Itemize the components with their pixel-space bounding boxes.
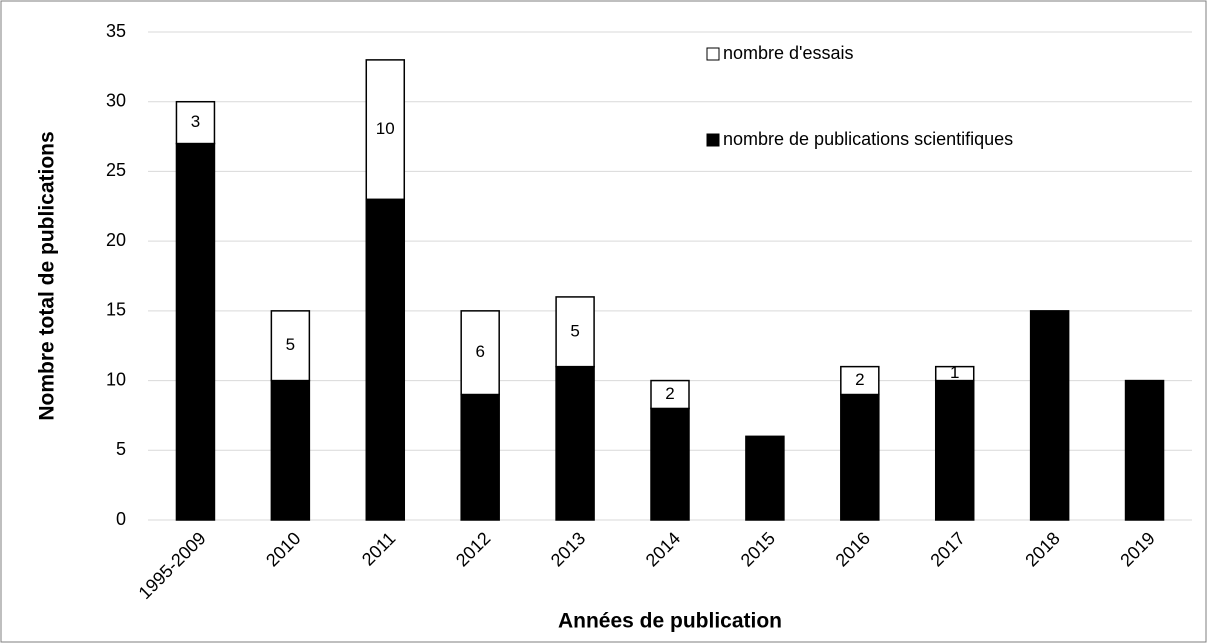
legend-label: nombre de publications scientifiques <box>723 129 1013 149</box>
data-label: 1 <box>950 363 959 382</box>
bar-segment <box>650 407 690 521</box>
y-tick-label: 10 <box>106 369 126 389</box>
y-tick-label: 15 <box>106 300 126 320</box>
bar-segment <box>840 365 880 396</box>
y-axis-title: Nombre total de publications <box>36 131 59 420</box>
bar-segment <box>270 379 311 521</box>
bar-segment <box>840 393 880 521</box>
legend-label: nombre d'essais <box>723 43 854 63</box>
bar-segment <box>175 142 216 521</box>
bar-segment <box>650 379 690 410</box>
bar-segment <box>460 393 500 521</box>
legend-swatch <box>706 47 720 61</box>
y-tick-label: 0 <box>116 509 126 529</box>
bar-segment <box>270 310 311 382</box>
data-label: 6 <box>475 342 484 361</box>
bar-segment <box>555 365 595 521</box>
data-label: 10 <box>376 119 395 138</box>
bar-segment <box>365 198 406 521</box>
data-label: 3 <box>191 112 200 131</box>
bar-segment <box>934 365 975 382</box>
bar-segment <box>745 435 785 521</box>
x-axis-title: Années de publication <box>558 610 782 633</box>
y-tick-label: 5 <box>116 439 126 459</box>
bar-segment <box>460 310 500 396</box>
y-tick-label: 20 <box>106 230 126 250</box>
bar-segment <box>1029 310 1070 521</box>
bar-segment <box>555 296 595 368</box>
data-label: 2 <box>855 370 864 389</box>
data-label: 2 <box>665 384 674 403</box>
y-tick-label: 35 <box>106 21 126 41</box>
y-tick-label: 30 <box>106 90 126 110</box>
bar-segment <box>365 59 406 201</box>
data-label: 5 <box>570 321 579 340</box>
bar-segment <box>1124 379 1165 521</box>
y-tick-label: 25 <box>106 160 126 180</box>
bar-segment <box>934 379 975 521</box>
data-label: 5 <box>286 335 295 354</box>
legend-swatch <box>706 133 720 147</box>
bar-segment <box>175 100 216 145</box>
